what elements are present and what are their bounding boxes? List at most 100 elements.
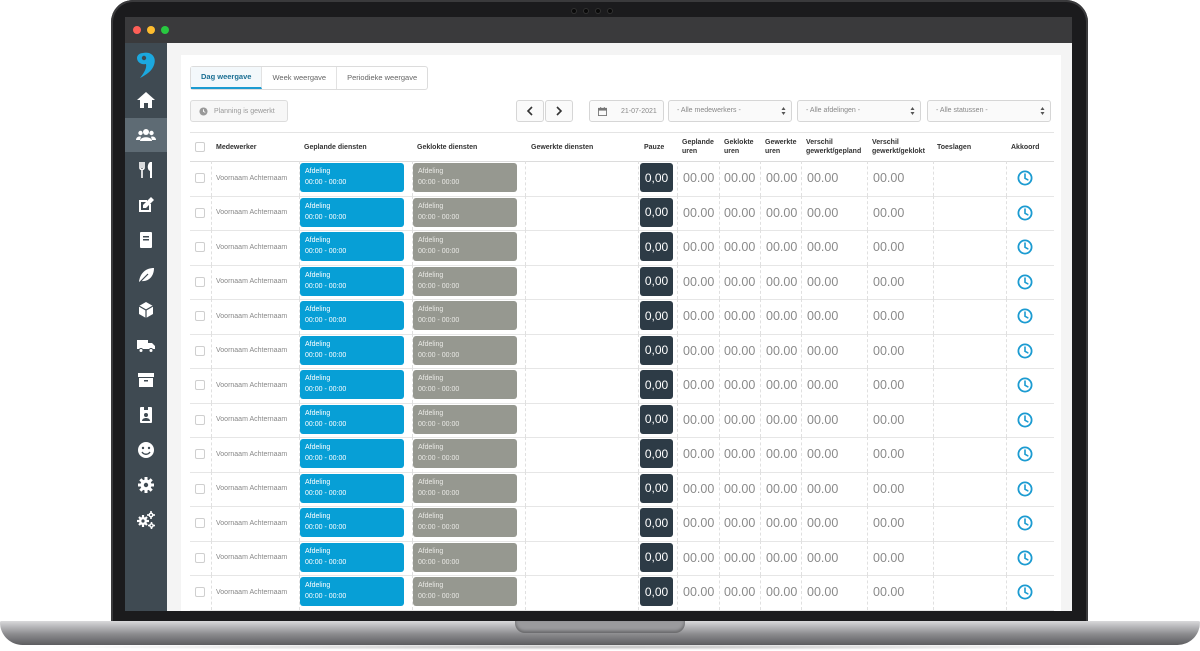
department-filter-select[interactable]: - Alle afdelingen -: [797, 100, 921, 122]
planned-shift-block[interactable]: Afdeling 00:00 - 00:00: [300, 266, 404, 296]
close-window-button[interactable]: [133, 26, 141, 34]
row-checkbox[interactable]: [195, 196, 205, 231]
planned-shift-block[interactable]: Afdeling 00:00 - 00:00: [300, 439, 404, 468]
row-checkbox[interactable]: [195, 403, 205, 438]
tab-day-view[interactable]: Dag weergave: [191, 67, 263, 89]
approve-button[interactable]: [1017, 230, 1033, 265]
approve-button[interactable]: [1017, 265, 1033, 300]
tab-week-view[interactable]: Week weergave: [262, 67, 338, 89]
archive-icon[interactable]: [125, 363, 167, 397]
row-checkbox[interactable]: [195, 299, 205, 334]
clocked-shift-block[interactable]: Afdeling 00:00 - 00:00: [413, 335, 517, 365]
clocked-shift-block[interactable]: Afdeling 00:00 - 00:00: [413, 232, 517, 261]
clocked-shift-block[interactable]: Afdeling 00:00 - 00:00: [413, 370, 517, 399]
planned-shift-block[interactable]: Afdeling 00:00 - 00:00: [300, 163, 404, 192]
table-row[interactable]: Voornaam Achternaam Afdeling 00:00 - 00:00…: [190, 471, 1054, 507]
pause-value[interactable]: 0,00: [640, 542, 673, 572]
book-icon[interactable]: [125, 223, 167, 257]
planned-shift-block[interactable]: Afdeling 00:00 - 00:00: [300, 508, 404, 537]
approve-button[interactable]: [1017, 506, 1033, 541]
approve-button[interactable]: [1017, 334, 1033, 369]
table-row[interactable]: Voornaam Achternaam Afdeling 00:00 - 00:00…: [190, 402, 1054, 438]
planned-shift-block[interactable]: Afdeling 00:00 - 00:00: [300, 197, 404, 227]
planning-worked-button[interactable]: Planning is gewerkt: [190, 100, 288, 122]
row-checkbox[interactable]: [195, 506, 205, 541]
table-row[interactable]: Voornaam Achternaam Afdeling 00:00 - 00:00…: [190, 506, 1054, 542]
employee-filter-select[interactable]: - Alle medewerkers -: [668, 100, 792, 122]
gear-icon[interactable]: [125, 468, 167, 502]
row-checkbox[interactable]: [195, 161, 205, 196]
table-row[interactable]: Voornaam Achternaam Afdeling 00:00 - 00:00…: [190, 575, 1054, 611]
home-icon[interactable]: [125, 83, 167, 117]
planned-shift-block[interactable]: Afdeling 00:00 - 00:00: [300, 542, 404, 572]
approve-button[interactable]: [1017, 161, 1033, 196]
row-checkbox[interactable]: [195, 472, 205, 507]
table-row[interactable]: Voornaam Achternaam Afdeling 00:00 - 00:00…: [190, 264, 1054, 300]
gears-icon[interactable]: [125, 503, 167, 537]
clocked-shift-block[interactable]: Afdeling 00:00 - 00:00: [413, 542, 517, 572]
row-checkbox[interactable]: [195, 437, 205, 472]
clocked-shift-block[interactable]: Afdeling 00:00 - 00:00: [413, 301, 517, 330]
clocked-shift-block[interactable]: Afdeling 00:00 - 00:00: [413, 266, 517, 296]
date-picker[interactable]: 21-07-2021: [589, 100, 664, 122]
clocked-shift-block[interactable]: Afdeling 00:00 - 00:00: [413, 473, 517, 503]
id-card-icon[interactable]: [125, 398, 167, 432]
approve-button[interactable]: [1017, 472, 1033, 507]
row-checkbox[interactable]: [195, 334, 205, 369]
planned-shift-block[interactable]: Afdeling 00:00 - 00:00: [300, 577, 404, 606]
edit-icon[interactable]: [125, 188, 167, 222]
pause-value[interactable]: 0,00: [640, 577, 673, 606]
maximize-window-button[interactable]: [161, 26, 169, 34]
approve-button[interactable]: [1017, 575, 1033, 610]
pause-value[interactable]: 0,00: [640, 232, 673, 261]
truck-icon[interactable]: [125, 328, 167, 362]
approve-button[interactable]: [1017, 368, 1033, 403]
approve-button[interactable]: [1017, 299, 1033, 334]
planned-shift-block[interactable]: Afdeling 00:00 - 00:00: [300, 301, 404, 330]
pause-value[interactable]: 0,00: [640, 439, 673, 468]
planned-shift-block[interactable]: Afdeling 00:00 - 00:00: [300, 370, 404, 399]
clocked-shift-block[interactable]: Afdeling 00:00 - 00:00: [413, 197, 517, 227]
minimize-window-button[interactable]: [147, 26, 155, 34]
clocked-shift-block[interactable]: Afdeling 00:00 - 00:00: [413, 163, 517, 192]
pause-value[interactable]: 0,00: [640, 197, 673, 227]
table-row[interactable]: Voornaam Achternaam Afdeling 00:00 - 00:00…: [190, 368, 1054, 404]
users-icon[interactable]: [125, 118, 167, 152]
previous-day-button[interactable]: [516, 100, 544, 122]
pause-value[interactable]: 0,00: [640, 473, 673, 503]
row-checkbox[interactable]: [195, 368, 205, 403]
clocked-shift-block[interactable]: Afdeling 00:00 - 00:00: [413, 577, 517, 606]
planned-shift-block[interactable]: Afdeling 00:00 - 00:00: [300, 473, 404, 503]
table-row[interactable]: Voornaam Achternaam Afdeling 00:00 - 00:00…: [190, 299, 1054, 335]
table-row[interactable]: Voornaam Achternaam Afdeling 00:00 - 00:00…: [190, 333, 1054, 369]
row-checkbox[interactable]: [195, 541, 205, 576]
planned-shift-block[interactable]: Afdeling 00:00 - 00:00: [300, 335, 404, 365]
pause-value[interactable]: 0,00: [640, 370, 673, 399]
clocked-shift-block[interactable]: Afdeling 00:00 - 00:00: [413, 508, 517, 537]
approve-button[interactable]: [1017, 403, 1033, 438]
table-row[interactable]: Voornaam Achternaam Afdeling 00:00 - 00:00…: [190, 161, 1054, 197]
next-day-button[interactable]: [545, 100, 573, 122]
table-row[interactable]: Voornaam Achternaam Afdeling 00:00 - 00:00…: [190, 437, 1054, 473]
smile-icon[interactable]: [125, 433, 167, 467]
planned-shift-block[interactable]: Afdeling 00:00 - 00:00: [300, 404, 404, 434]
pause-value[interactable]: 0,00: [640, 404, 673, 434]
pause-value[interactable]: 0,00: [640, 163, 673, 192]
table-row[interactable]: Voornaam Achternaam Afdeling 00:00 - 00:00…: [190, 195, 1054, 231]
pause-value[interactable]: 0,00: [640, 508, 673, 537]
select-all-checkbox[interactable]: [195, 133, 205, 161]
pause-value[interactable]: 0,00: [640, 266, 673, 296]
row-checkbox[interactable]: [195, 265, 205, 300]
approve-button[interactable]: [1017, 541, 1033, 576]
clocked-shift-block[interactable]: Afdeling 00:00 - 00:00: [413, 404, 517, 434]
clocked-shift-block[interactable]: Afdeling 00:00 - 00:00: [413, 439, 517, 468]
pause-value[interactable]: 0,00: [640, 301, 673, 330]
row-checkbox[interactable]: [195, 230, 205, 265]
pause-value[interactable]: 0,00: [640, 335, 673, 365]
approve-button[interactable]: [1017, 437, 1033, 472]
table-row[interactable]: Voornaam Achternaam Afdeling 00:00 - 00:00…: [190, 230, 1054, 266]
cube-icon[interactable]: [125, 293, 167, 327]
utensils-icon[interactable]: [125, 153, 167, 187]
planned-shift-block[interactable]: Afdeling 00:00 - 00:00: [300, 232, 404, 261]
leaf-icon[interactable]: [125, 258, 167, 292]
